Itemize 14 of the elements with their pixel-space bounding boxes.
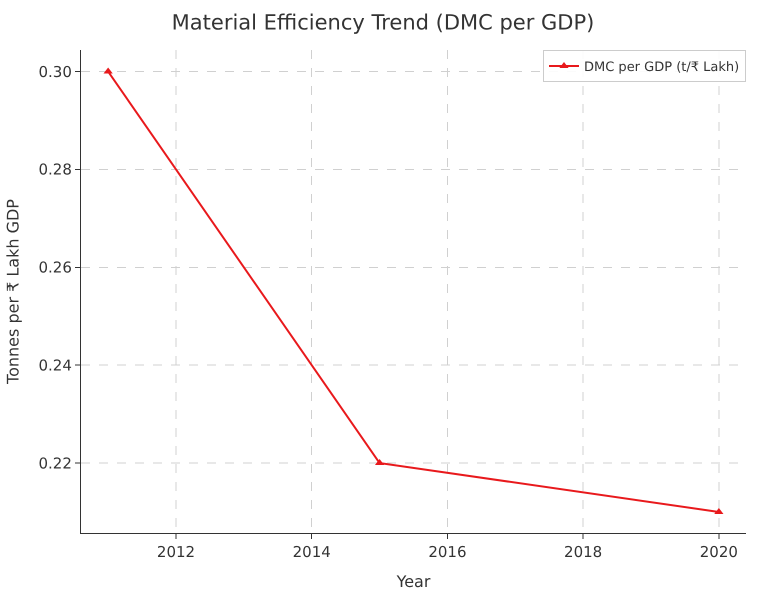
x-tick-label: 2016 [428,543,467,562]
y-tick-label: 0.30 [38,62,72,81]
chart-title: Material Efficiency Trend (DMC per GDP) [172,10,594,35]
y-tick-label: 0.24 [38,356,72,374]
x-tick-label: 2012 [156,543,196,562]
y-tick-label: 0.22 [38,454,72,472]
y-tick-label: 0.28 [38,160,72,179]
x-tick-label: 2014 [292,543,331,562]
x-tick-label: 2020 [700,543,738,562]
y-axis-title: Tonnes per ₹ Lakh GDP [3,198,22,385]
x-axis-title: Year [396,572,431,591]
y-tick-label: 0.26 [38,258,72,277]
legend-label: DMC per GDP (t/₹ Lakh) [584,60,740,76]
x-tick-label: 2018 [564,543,602,562]
